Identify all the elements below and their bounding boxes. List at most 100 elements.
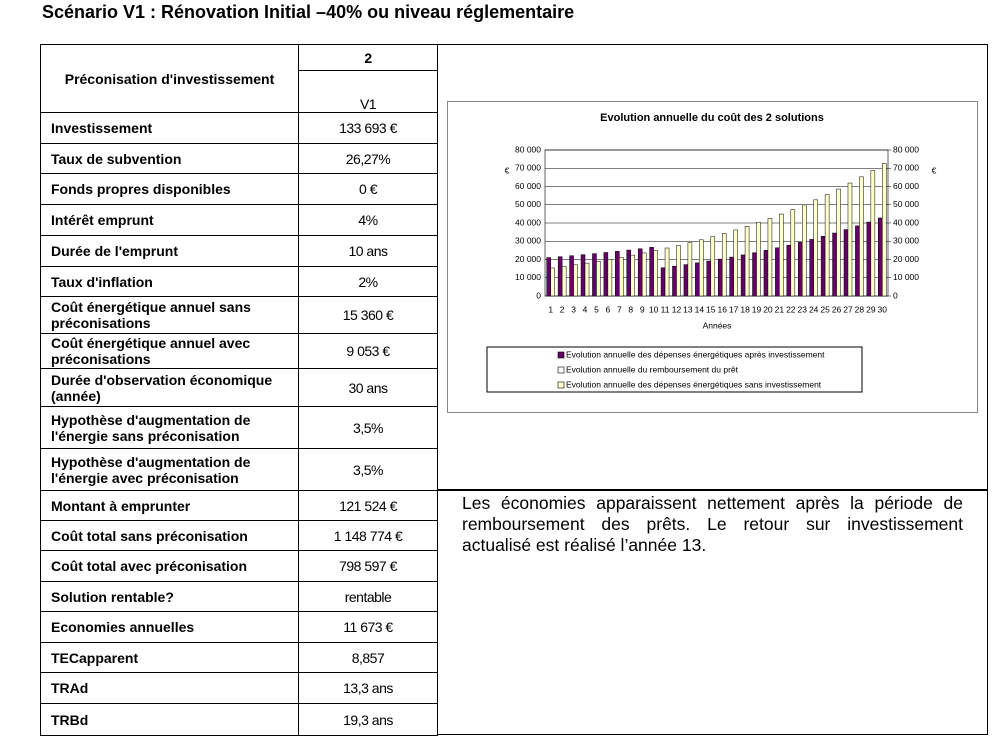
row-value: 2% [298, 266, 438, 297]
table-row: TRBd 19,3 ans [40, 703, 438, 736]
bar [710, 236, 716, 297]
table-row: TRAd 13,3 ans [40, 672, 438, 704]
row-value: 19,3 ans [298, 703, 438, 736]
bar [763, 250, 769, 297]
x-tick-label: 16 [717, 304, 727, 314]
table-row: Montant à emprunter 121 524 € [40, 490, 438, 521]
y-axis-label: € [505, 165, 510, 175]
bar [779, 213, 784, 297]
bar [550, 267, 555, 297]
bar [546, 257, 551, 297]
bar [836, 188, 841, 297]
bar [809, 239, 814, 297]
y-tick-label: 0 [536, 290, 541, 300]
table-row: Taux de subvention 26,27% [40, 143, 438, 174]
x-tick-label: 13 [683, 304, 693, 314]
y-tick-label: 50 000 [515, 199, 541, 209]
bar [756, 222, 761, 297]
x-tick-label: 19 [752, 304, 762, 314]
x-tick-label: 8 [628, 304, 633, 314]
bar [626, 249, 631, 297]
bar [557, 256, 563, 297]
x-tick-label: 18 [740, 304, 750, 314]
x-tick-label: 10 [649, 304, 659, 314]
x-tick-label: 4 [583, 304, 588, 314]
row-label: Coût total avec préconisation [40, 550, 299, 582]
bar [660, 267, 666, 297]
bar [695, 262, 700, 297]
bar [676, 245, 681, 297]
y2-tick-label: 60 000 [893, 181, 919, 191]
row-value: 133 693 € [298, 112, 438, 144]
legend [486, 346, 863, 393]
x-tick-label: 3 [571, 304, 576, 314]
row-label: Taux d'inflation [40, 266, 299, 297]
x-tick-label: 30 [878, 304, 888, 314]
row-value: 10 ans [298, 235, 438, 267]
y2-tick-label: 30 000 [893, 236, 919, 246]
legend-swatch [557, 381, 565, 389]
bar [561, 266, 567, 297]
y2-tick-label: 0 [893, 290, 898, 300]
row-value: 30 ans [298, 368, 438, 407]
header-version: V1 [298, 70, 438, 113]
x-tick-label: 7 [617, 304, 622, 314]
table-row: Coût énergétique annuel sans préconisati… [40, 296, 438, 334]
table-row: Fonds propres disponibles 0 € [40, 173, 438, 205]
y2-tick-label: 70 000 [893, 163, 919, 173]
x-tick-label: 25 [820, 304, 830, 314]
row-label: TRBd [40, 703, 299, 736]
row-value: rentable [298, 581, 438, 612]
bar [683, 264, 689, 297]
row-value: 8,857 [298, 642, 438, 673]
x-tick-label: 9 [640, 304, 645, 314]
bar [740, 254, 746, 297]
bar [866, 221, 872, 297]
bar [843, 229, 849, 297]
y-tick-label: 40 000 [515, 217, 541, 227]
row-value: 15 360 € [298, 296, 438, 334]
table-row: Coût total sans préconisation 1 148 774 € [40, 520, 438, 551]
row-value: 798 597 € [298, 550, 438, 582]
row-value: 11 673 € [298, 611, 438, 643]
bar [641, 252, 647, 297]
row-label: TRAd [40, 672, 299, 704]
bar [717, 258, 723, 297]
bar [721, 233, 727, 297]
x-tick-label: 17 [729, 304, 739, 314]
bar [672, 265, 677, 297]
x-tick-label: 2 [560, 304, 565, 314]
x-tick-label: 23 [798, 304, 808, 314]
bar [584, 262, 590, 297]
x-tick-label: 12 [672, 304, 682, 314]
table-row: Coût énergétique annuel avec préconisati… [40, 333, 438, 369]
x-tick-label: 14 [695, 304, 705, 314]
x-tick-label: 20 [763, 304, 773, 314]
chart-panel [437, 44, 988, 490]
bar [870, 170, 876, 297]
table-row: Coût total avec préconisation 798 597 € [40, 550, 438, 582]
row-label: TECapparent [40, 642, 299, 673]
x-tick-label: 6 [606, 304, 611, 314]
bar [744, 226, 750, 297]
table-row: Solution rentable? rentable [40, 581, 438, 612]
y2-tick-label: 20 000 [893, 254, 919, 264]
bar [813, 199, 818, 297]
chart: Evolution annuelle du coût des 2 solutio… [447, 101, 978, 413]
row-label: Coût total sans préconisation [40, 520, 299, 551]
page-title: Scénario V1 : Rénovation Initial –40% ou… [42, 2, 575, 22]
y-tick-label: 20 000 [515, 254, 541, 264]
bar [580, 254, 586, 297]
x-tick-label: 5 [594, 304, 599, 314]
bar [752, 252, 757, 297]
x-tick-label: 26 [832, 304, 842, 314]
table-row: Economies annuelles 11 673 € [40, 611, 438, 643]
y2-tick-label: 10 000 [893, 272, 919, 282]
bar [832, 232, 837, 297]
bar [619, 257, 624, 297]
table-row: TECapparent 8,857 [40, 642, 438, 673]
bar [847, 182, 853, 297]
chart-title: Evolution annuelle du coût des 2 solutio… [600, 112, 824, 124]
bar [859, 176, 864, 297]
